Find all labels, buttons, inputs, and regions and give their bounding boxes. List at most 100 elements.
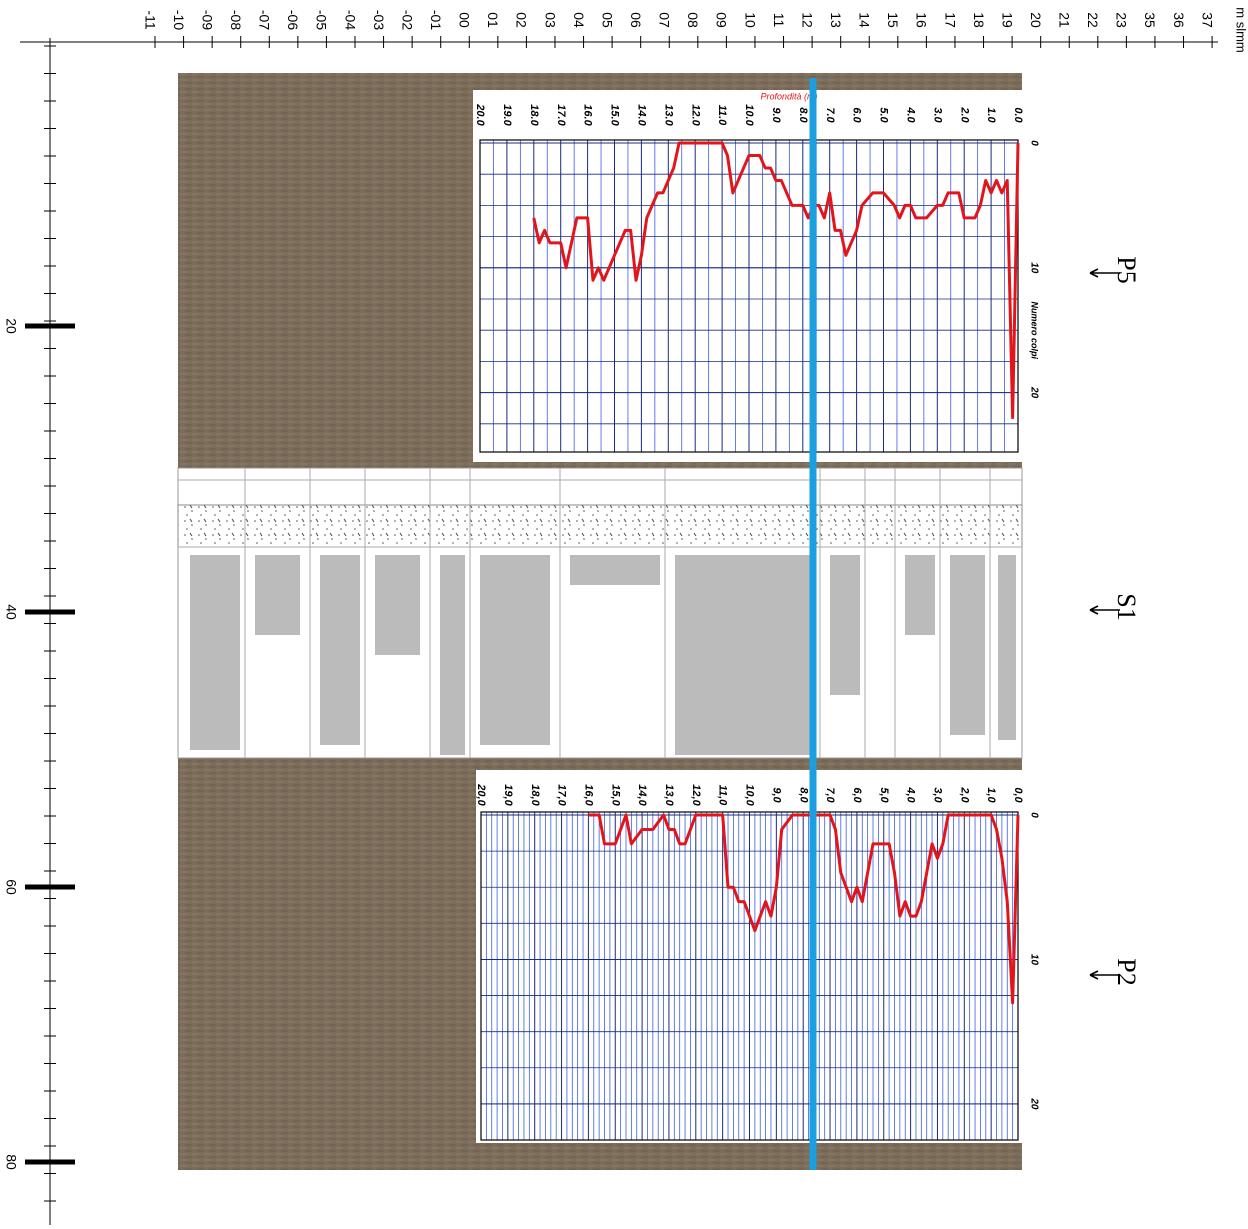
- left-axis-label: 80: [3, 1154, 19, 1170]
- depth-tick-label: 18.0: [528, 104, 540, 126]
- section-label: P5: [1112, 256, 1141, 283]
- depth-tick-label: 15.0: [609, 104, 621, 126]
- top-axis-label: 23: [1114, 12, 1130, 28]
- top-axis-unit: m slmm: [1234, 7, 1248, 53]
- depth-tick-label: 9.0: [770, 107, 782, 123]
- blows-axis-title: Numero colpi: [1030, 301, 1040, 359]
- top-axis-label: -05: [314, 10, 330, 30]
- top-axis-label: -06: [285, 10, 301, 30]
- top-axis-label: 14: [857, 12, 873, 28]
- chart-title: Profondità (m): [760, 91, 817, 101]
- depth-tick-label: 4,0: [905, 786, 917, 803]
- top-axis-label: 36: [1171, 12, 1187, 28]
- depth-tick-label: 7.0: [824, 107, 836, 123]
- section-label: S1: [1112, 593, 1141, 620]
- depth-tick-label: 16,0: [582, 784, 594, 806]
- depth-tick-label: 20.0: [474, 103, 486, 126]
- penetrometer-chart: 0.01.02.03.04.05.06.07.08.09.010.011.012…: [473, 90, 1040, 462]
- top-axis-label: 21: [1057, 12, 1073, 28]
- top-axis-label: 06: [628, 12, 644, 28]
- top-axis-label: 02: [514, 12, 530, 28]
- depth-tick-label: 14,0: [636, 784, 648, 806]
- depth-tick-label: 17.0: [555, 104, 567, 126]
- penetrometer-chart: 0,0 1,0 2,0 3,0 4,0 5,0 6,0 7,0 8,0 9,0 10,0 11,0 12…: [475, 770, 1039, 1143]
- depth-tick-label: 5,0: [878, 787, 890, 803]
- depth-tick-label: 13,0: [663, 784, 675, 806]
- depth-tick-label: 12,0: [690, 784, 702, 806]
- stratigraphy-s1: [178, 468, 1022, 758]
- top-axis-label: -11: [142, 10, 158, 29]
- depth-tick-label: 4.0: [904, 106, 916, 123]
- depth-tick-label: 3,0: [932, 787, 944, 803]
- left-axis-label: 60: [3, 879, 19, 895]
- blows-tick-label: 20: [1028, 1097, 1039, 1110]
- depth-tick-label: 9,0: [770, 787, 782, 803]
- depth-tick-label: 19.0: [501, 104, 513, 126]
- section-view: -11-10-09-08-07-06-05-04-03-02-010001020…: [0, 0, 1248, 1229]
- top-axis-label: -09: [199, 10, 215, 30]
- depth-tick-label: 6.0: [851, 107, 863, 123]
- depth-tick-label: 15,0: [609, 784, 621, 806]
- top-axis-label: 08: [685, 12, 701, 28]
- top-axis-label: 17: [942, 12, 958, 28]
- depth-tick-label: 20,0: [475, 783, 487, 806]
- top-axis-label: 01: [485, 12, 501, 28]
- top-axis-label: 07: [657, 12, 673, 28]
- top-axis-label: 12: [799, 12, 815, 28]
- top-axis-label: 22: [1085, 12, 1101, 28]
- top-axis-label: 03: [542, 12, 558, 28]
- depth-tick-label: 3.0: [931, 107, 943, 123]
- blows-tick-label: 20: [1028, 386, 1039, 399]
- chart-panel: [473, 90, 1022, 462]
- top-axis-label: 37: [1199, 12, 1215, 28]
- depth-tick-label: 1,0: [985, 787, 997, 803]
- top-axis-label: 20: [1028, 12, 1044, 28]
- depth-tick-label: 13.0: [662, 104, 674, 126]
- top-axis-label: -03: [371, 10, 387, 30]
- depth-tick-label: 16.0: [582, 104, 594, 126]
- depth-tick-label: 2.0: [958, 106, 970, 123]
- top-axis-label: 09: [714, 12, 730, 28]
- depth-tick-label: 11.0: [716, 105, 728, 126]
- top-axis-label: 35: [1142, 12, 1158, 28]
- depth-tick-label: 11,0: [717, 785, 729, 806]
- top-axis-label: 19: [999, 12, 1015, 28]
- depth-tick-label: 0.0: [1012, 107, 1024, 123]
- blows-tick-label: 0: [1028, 140, 1039, 146]
- top-axis-label: -07: [257, 10, 273, 30]
- depth-tick-label: 10,0: [744, 784, 756, 806]
- depth-tick-label: 8,0: [797, 787, 809, 803]
- depth-tick-label: 5.0: [878, 107, 890, 123]
- left-axis-label: 40: [3, 604, 19, 620]
- depth-tick-label: 7,0: [824, 787, 836, 803]
- blows-tick-label: 10: [1028, 262, 1039, 274]
- top-axis-label: 16: [914, 12, 930, 28]
- depth-tick-label: 19,0: [502, 784, 514, 806]
- depth-tick-label: 17,0: [556, 784, 568, 806]
- top-axis-label: 11: [771, 13, 787, 28]
- depth-tick-label: 0,0: [1012, 787, 1024, 803]
- top-axis-label: 10: [742, 12, 758, 28]
- depth-tick-label: 6,0: [851, 787, 863, 803]
- top-axis-label: 00: [457, 12, 473, 28]
- top-axis-label: -02: [399, 10, 415, 30]
- section-label: P2: [1112, 958, 1141, 985]
- blows-tick-label: 0: [1028, 812, 1039, 818]
- depth-tick-label: 18,0: [529, 784, 541, 806]
- top-axis-label: -10: [171, 10, 187, 30]
- top-axis-label: 04: [571, 12, 587, 28]
- left-axis-label: 20: [3, 318, 19, 334]
- top-axis-label: -04: [342, 10, 358, 30]
- blows-tick-label: 10: [1028, 954, 1039, 966]
- depth-tick-label: 8.0: [797, 107, 809, 123]
- depth-tick-label: 12.0: [689, 104, 701, 126]
- top-axis-label: 18: [971, 12, 987, 28]
- top-axis-label: -08: [228, 10, 244, 30]
- depth-tick-label: 14.0: [635, 104, 647, 126]
- top-axis-label: 13: [828, 12, 844, 28]
- depth-tick-label: 1.0: [985, 107, 997, 123]
- depth-tick-label: 2,0: [958, 786, 970, 803]
- top-axis-label: 05: [599, 12, 615, 28]
- top-axis-label: 15: [885, 12, 901, 28]
- top-axis-label: -01: [428, 10, 444, 30]
